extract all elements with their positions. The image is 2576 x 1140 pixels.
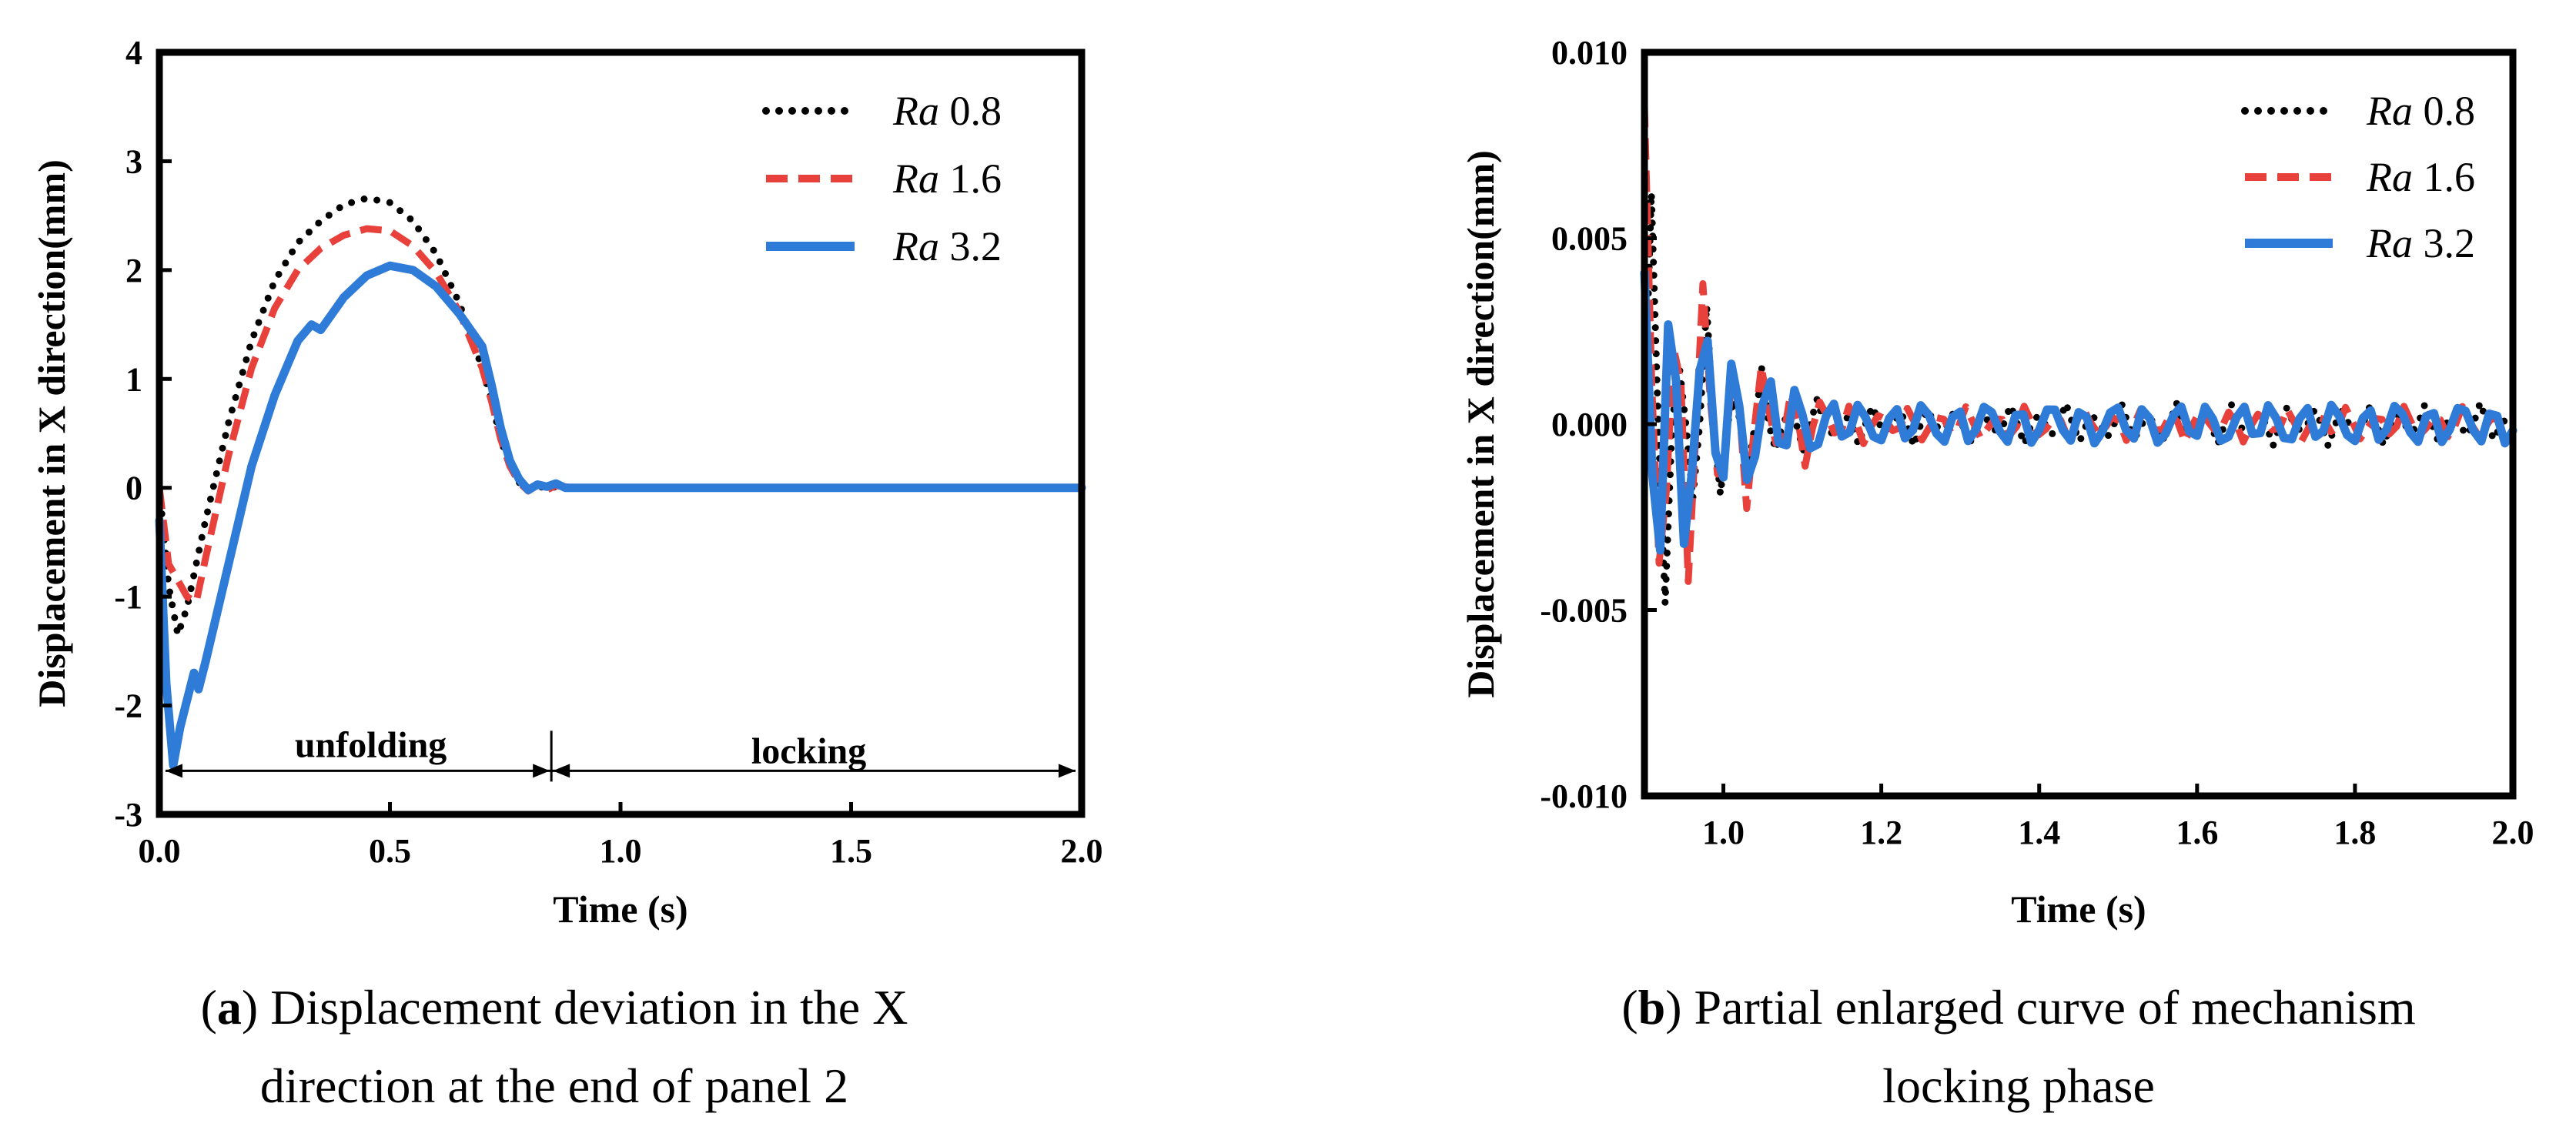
b-ytick-label-1: -0.005 xyxy=(1540,592,1628,630)
a-ytick-label-7: 4 xyxy=(125,34,142,72)
b-xtick-label-1: 1.2 xyxy=(1860,814,1902,851)
phase-annotations: unfolding locking xyxy=(166,724,1076,782)
b-xtick-label-5: 2.0 xyxy=(2492,814,2534,851)
unfolding-label: unfolding xyxy=(295,724,447,765)
series-line-b-2 xyxy=(1640,268,2517,555)
plot-area-a xyxy=(155,195,1086,770)
plot-area-b xyxy=(1640,105,2517,607)
a-ytick-label-2: -1 xyxy=(114,578,142,616)
y-axis-title-b: Displacement in X direction(mm) xyxy=(1459,150,1502,697)
a-ytick-label-4: 1 xyxy=(125,360,142,398)
a-xtick-label-4: 2.0 xyxy=(1061,832,1103,870)
chart-panel-b: 1.0 1.2 1.4 1.6 1.8 2.0 -0.010 -0.005 0.000 0.005… xyxy=(1459,34,2534,931)
caption-b-line-1: (b) Partial enlarged curve of mechanism xyxy=(1621,980,2415,1035)
a-xtick-label-2: 1.0 xyxy=(600,832,642,870)
a-ytick-label-6: 3 xyxy=(125,142,142,180)
caption-a: (a) Displacement deviation in the X dire… xyxy=(201,980,908,1113)
legend-label-b-2: Ra 3.2 xyxy=(2366,220,2475,266)
legend-a: Ra 0.8 Ra 1.6 Ra 3.2 xyxy=(762,88,1002,269)
b-xtick-label-4: 1.8 xyxy=(2333,814,2376,851)
arrowhead-locking-right xyxy=(1059,764,1076,778)
series-line-a-0 xyxy=(156,195,1086,639)
series-line-a-2 xyxy=(155,261,1086,770)
legend-label-b-0: Ra 0.8 xyxy=(2366,88,2475,134)
legend-b: Ra 0.8 Ra 1.6 Ra 3.2 xyxy=(2241,88,2475,266)
b-ytick-label-0: -0.010 xyxy=(1540,777,1628,815)
b-xtick-label-3: 1.6 xyxy=(2176,814,2218,851)
a-ytick-label-0: -3 xyxy=(114,796,142,834)
a-ytick-label-1: -2 xyxy=(114,687,142,725)
legend-label-b-1: Ra 1.6 xyxy=(2366,154,2475,200)
caption-a-line-1: (a) Displacement deviation in the X xyxy=(201,980,908,1035)
chart-panel-a: 0.0 0.5 1.0 1.5 2.0 -3 -2 -1 0 1 2 3 4 Time (s) Disp… xyxy=(30,34,1103,931)
a-xtick-label-0: 0.0 xyxy=(139,832,181,870)
axis-ticks-a: 0.0 0.5 1.0 1.5 2.0 -3 -2 -1 0 1 2 3 4 xyxy=(114,34,1102,870)
b-ytick-label-3: 0.005 xyxy=(1551,220,1628,258)
b-xtick-label-0: 1.0 xyxy=(1702,814,1745,851)
arrowheads xyxy=(166,764,1076,778)
locking-label: locking xyxy=(751,730,866,771)
caption-b: (b) Partial enlarged curve of mechanism … xyxy=(1621,980,2415,1113)
legend-label-a-0: Ra 0.8 xyxy=(892,88,1002,134)
arrowhead-unfolding-right xyxy=(533,764,550,778)
y-axis-title-a: Displacement in X direction(mm) xyxy=(30,159,73,707)
a-xtick-label-1: 0.5 xyxy=(369,832,411,870)
caption-a-line-2: direction at the end of panel 2 xyxy=(260,1058,848,1113)
caption-b-line-2: locking phase xyxy=(1882,1058,2155,1113)
arrowhead-locking-left xyxy=(553,764,570,778)
b-ytick-label-2: 0.000 xyxy=(1551,406,1628,443)
b-ytick-label-4: 0.010 xyxy=(1551,34,1628,72)
a-xtick-label-3: 1.5 xyxy=(830,832,872,870)
legend-label-a-2: Ra 3.2 xyxy=(892,223,1002,269)
axis-ticks-b: 1.0 1.2 1.4 1.6 1.8 2.0 -0.010 -0.005 0.000 0.005… xyxy=(1540,34,2534,851)
a-ytick-label-3: 0 xyxy=(125,470,142,507)
x-axis-title-b: Time (s) xyxy=(2011,888,2146,931)
arrowhead-unfolding-left xyxy=(166,764,182,778)
x-axis-title-a: Time (s) xyxy=(553,888,687,931)
legend-label-a-1: Ra 1.6 xyxy=(892,155,1002,202)
series-line-a-1 xyxy=(156,225,1082,606)
a-ytick-label-5: 2 xyxy=(125,252,142,289)
b-xtick-label-2: 1.4 xyxy=(2018,814,2060,851)
